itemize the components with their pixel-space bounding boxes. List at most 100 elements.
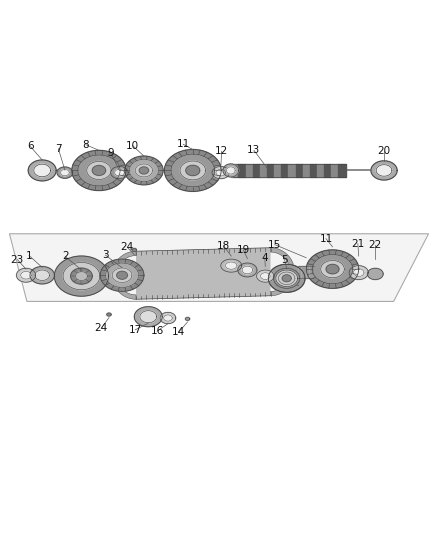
Ellipse shape	[72, 150, 126, 190]
Ellipse shape	[63, 262, 100, 290]
Polygon shape	[271, 248, 294, 296]
Ellipse shape	[30, 266, 54, 284]
Bar	[303, 164, 310, 177]
Ellipse shape	[34, 164, 50, 177]
Ellipse shape	[78, 155, 120, 186]
Ellipse shape	[257, 270, 274, 282]
Text: 21: 21	[351, 239, 364, 249]
Ellipse shape	[242, 266, 253, 274]
Ellipse shape	[135, 164, 152, 177]
Ellipse shape	[282, 275, 291, 282]
Text: 16: 16	[150, 326, 164, 336]
Bar	[267, 164, 274, 177]
Ellipse shape	[87, 161, 111, 180]
Bar	[238, 164, 246, 177]
Text: 2: 2	[62, 252, 69, 262]
Text: 10: 10	[126, 141, 139, 150]
Text: 13: 13	[247, 146, 261, 155]
Bar	[281, 164, 288, 177]
Ellipse shape	[107, 313, 111, 316]
Text: 22: 22	[369, 240, 382, 250]
Ellipse shape	[226, 262, 237, 269]
Polygon shape	[136, 248, 271, 299]
Ellipse shape	[312, 254, 353, 284]
Ellipse shape	[75, 272, 88, 280]
Text: 3: 3	[102, 250, 109, 260]
Text: 11: 11	[319, 233, 332, 244]
Ellipse shape	[21, 271, 31, 279]
Bar	[260, 164, 267, 177]
Ellipse shape	[216, 169, 226, 176]
Bar	[296, 164, 303, 177]
Ellipse shape	[353, 269, 364, 277]
Text: 6: 6	[27, 141, 34, 151]
Ellipse shape	[100, 259, 144, 292]
Text: 8: 8	[82, 140, 89, 150]
Text: 4: 4	[261, 253, 268, 263]
Ellipse shape	[171, 154, 215, 187]
Text: 24: 24	[95, 324, 108, 334]
Ellipse shape	[238, 263, 257, 277]
Ellipse shape	[349, 265, 368, 280]
Ellipse shape	[139, 167, 148, 174]
Bar	[288, 164, 296, 177]
Polygon shape	[10, 234, 428, 302]
Bar	[246, 164, 253, 177]
Bar	[317, 164, 324, 177]
Ellipse shape	[185, 317, 190, 320]
Bar	[276, 272, 297, 285]
Ellipse shape	[28, 160, 56, 181]
Bar	[339, 164, 346, 177]
Ellipse shape	[129, 159, 159, 182]
Ellipse shape	[274, 268, 300, 288]
Ellipse shape	[223, 164, 239, 177]
Text: 17: 17	[128, 325, 142, 335]
Text: 20: 20	[378, 146, 391, 156]
Ellipse shape	[117, 271, 127, 279]
Text: 11: 11	[177, 139, 190, 149]
Bar	[253, 164, 260, 177]
Bar	[297, 265, 314, 278]
Text: 19: 19	[237, 245, 250, 255]
Ellipse shape	[60, 169, 69, 176]
Ellipse shape	[132, 248, 137, 252]
Ellipse shape	[71, 268, 92, 284]
Ellipse shape	[112, 268, 132, 282]
Ellipse shape	[35, 270, 49, 280]
Ellipse shape	[164, 315, 172, 321]
Bar	[231, 164, 238, 177]
Ellipse shape	[306, 250, 359, 288]
Ellipse shape	[186, 165, 200, 176]
Ellipse shape	[111, 166, 128, 179]
Text: 12: 12	[215, 146, 228, 156]
Ellipse shape	[326, 264, 339, 274]
Ellipse shape	[276, 270, 297, 287]
Ellipse shape	[134, 306, 162, 327]
Ellipse shape	[106, 263, 139, 287]
Text: 5: 5	[281, 255, 288, 264]
Ellipse shape	[57, 167, 73, 179]
Text: 9: 9	[107, 148, 114, 158]
Bar	[331, 164, 339, 177]
Ellipse shape	[125, 156, 163, 185]
Ellipse shape	[279, 272, 295, 285]
Ellipse shape	[376, 165, 392, 176]
Text: 1: 1	[26, 251, 32, 261]
Polygon shape	[112, 251, 136, 299]
Ellipse shape	[268, 264, 305, 292]
Ellipse shape	[140, 311, 157, 323]
Ellipse shape	[212, 166, 230, 179]
Text: 15: 15	[268, 240, 282, 249]
Ellipse shape	[321, 261, 344, 278]
Ellipse shape	[160, 312, 176, 324]
Ellipse shape	[92, 165, 106, 175]
Ellipse shape	[115, 169, 124, 176]
Text: 23: 23	[11, 255, 24, 264]
Bar	[324, 164, 331, 177]
Text: 18: 18	[217, 240, 230, 251]
Ellipse shape	[180, 161, 205, 180]
Ellipse shape	[268, 264, 305, 292]
Ellipse shape	[226, 167, 235, 174]
Text: 7: 7	[55, 143, 62, 154]
Ellipse shape	[367, 268, 383, 280]
